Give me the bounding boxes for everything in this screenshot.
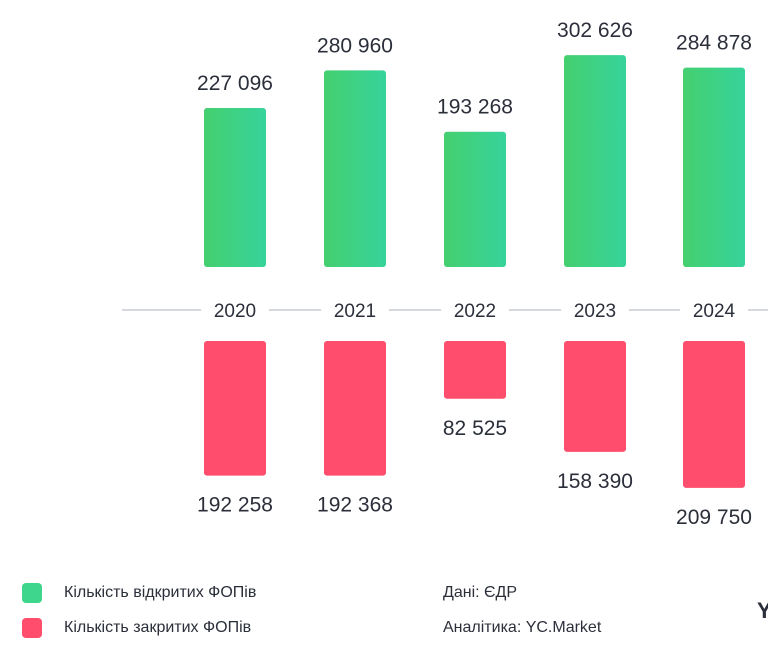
legend-item-opened: Кількість відкритих ФОПів: [22, 582, 256, 604]
data-label-closed: 209 750: [676, 506, 752, 529]
bar-closed: [204, 341, 266, 476]
data-label-opened: 284 878: [676, 32, 752, 55]
bar-closed: [324, 341, 386, 476]
x-tick-label: 2023: [574, 301, 616, 322]
bar-opened: [444, 131, 506, 267]
bar-closed: [683, 341, 745, 488]
data-label-closed: 192 368: [317, 494, 393, 517]
bar-opened: [683, 67, 745, 267]
data-label-closed: 82 525: [443, 417, 507, 440]
data-label-opened: 193 268: [437, 96, 513, 119]
data-label-opened: 280 960: [317, 34, 393, 57]
data-source-credit: Дані: ЄДР: [443, 584, 518, 601]
bar-closed: [564, 341, 626, 452]
data-label-closed: 158 390: [557, 470, 633, 493]
legend-swatch-closed: [22, 618, 42, 638]
legend-label-closed: Кількість закритих ФОПів: [64, 619, 252, 636]
x-tick-label: 2024: [693, 301, 736, 322]
legend-label-opened: Кількість відкритих ФОПів: [64, 584, 257, 601]
legend-swatch-opened: [22, 583, 42, 603]
x-tick-label: 2020: [214, 301, 256, 322]
bar-opened: [564, 55, 626, 267]
x-tick-label: 2022: [454, 301, 496, 322]
data-label-opened: 302 626: [557, 19, 633, 42]
analytics-credit: Аналітика: YC.Market: [443, 619, 602, 636]
chart-legend: Кількість відкритих ФОПів Кількість закр…: [22, 582, 256, 652]
x-tick-label: 2021: [334, 301, 376, 322]
bar-opened: [204, 108, 266, 267]
cropped-logo-fragment: Y: [757, 598, 768, 623]
bar-closed: [444, 341, 506, 399]
legend-item-closed: Кількість закритих ФОПів: [22, 617, 256, 639]
bar-opened: [324, 70, 386, 267]
data-label-opened: 227 096: [197, 72, 273, 95]
data-label-closed: 192 258: [197, 494, 273, 517]
bar-chart: 2020 2021 2022 2023 2024 227 096 280 960 193 26…: [122, 19, 768, 529]
credits: Дані: ЄДР Аналітика: YC.Market: [443, 582, 601, 652]
